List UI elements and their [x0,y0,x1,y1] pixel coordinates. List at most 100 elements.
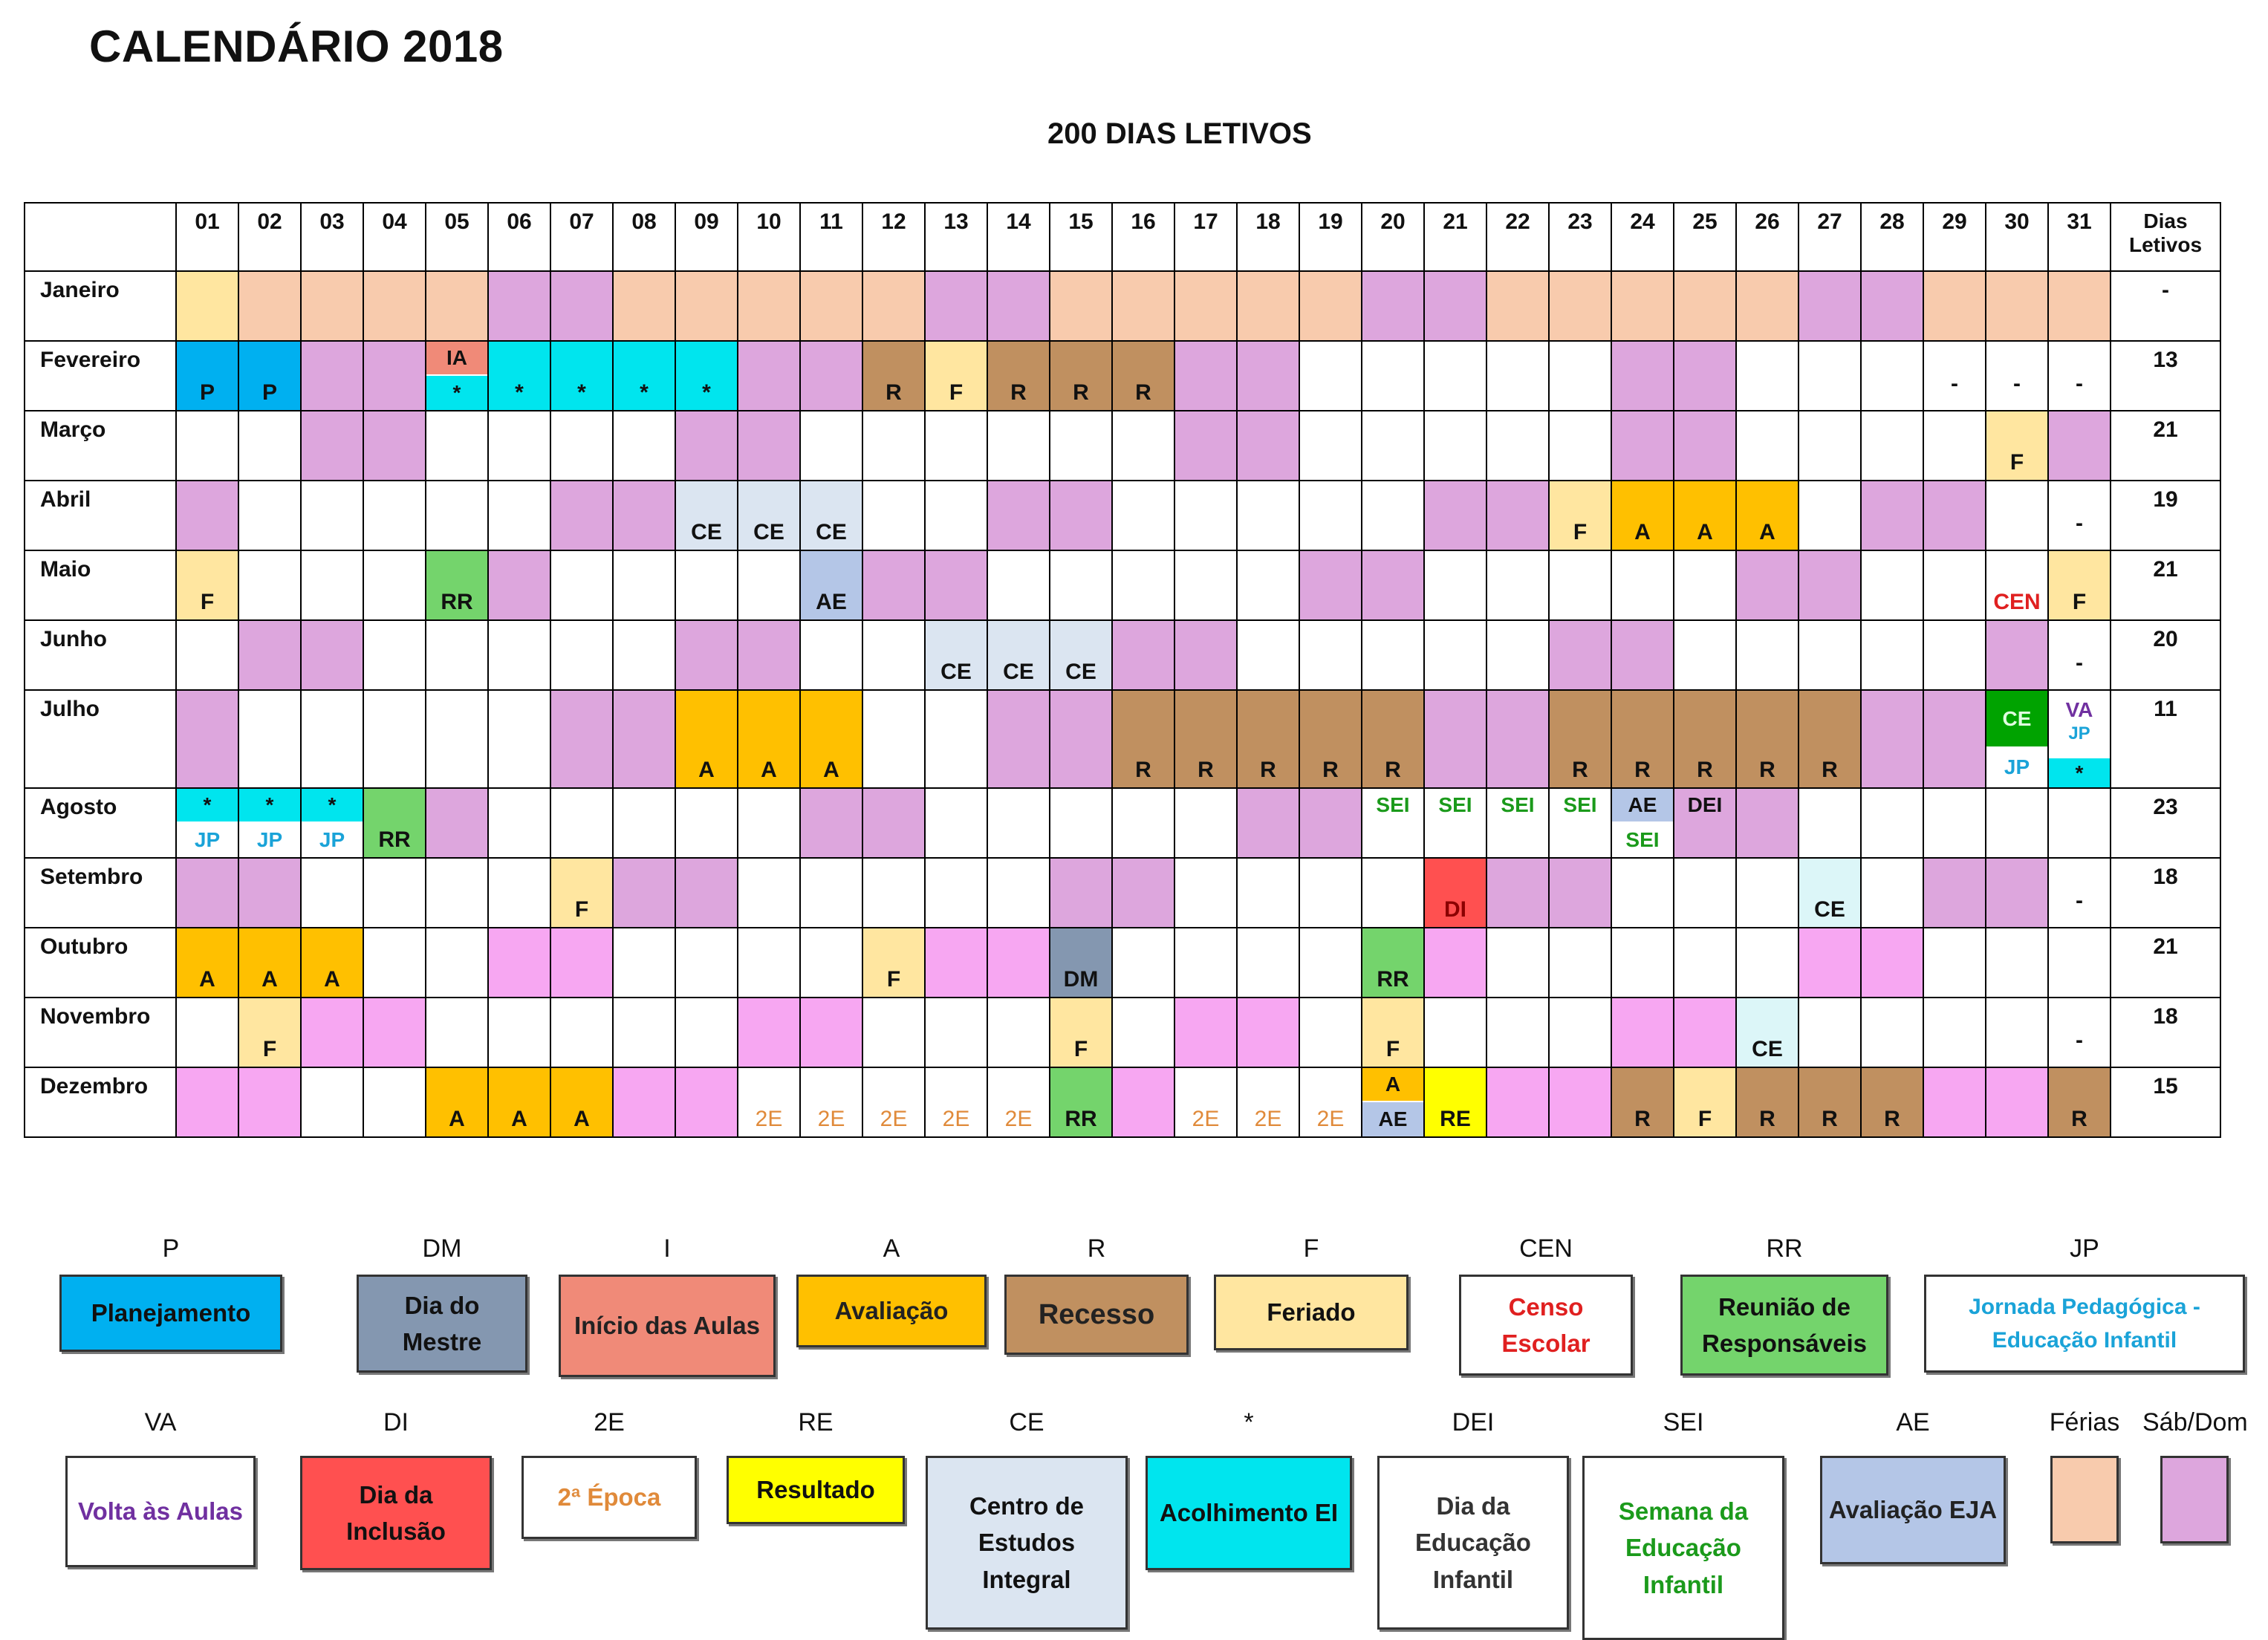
day-cell [1985,619,2049,691]
day-cell [175,1067,239,1138]
day-cell [425,857,489,928]
day-cell [612,689,676,789]
day-cell [1299,927,1362,998]
dias-letivos-value: - [2110,270,2221,342]
day-header-18: 18 [1236,202,1300,272]
day-cell [924,270,988,342]
day-cell [924,787,988,859]
cell-code: DI [1444,897,1466,922]
day-cell [1299,997,1362,1068]
day-cell [1735,927,1799,998]
day-cell [2047,270,2111,342]
day-cell [550,689,614,789]
day-cell [612,550,676,621]
day-cell [487,410,551,481]
legend-code-8: JP [2070,1234,2099,1263]
legend-box-8: Jornada Pedagógica - Educação Infantil [1924,1275,2245,1373]
day-cell [238,619,302,691]
cell-code: A [1697,520,1713,544]
month-row-março: Março F 21 [24,410,2221,481]
day-cell [862,550,926,621]
day-cell [1049,410,1113,481]
day-cell [1611,410,1674,481]
day-cell [1361,480,1425,551]
day-cell: AE [799,550,863,621]
day-cell [300,619,364,691]
day-header-14: 14 [987,202,1050,272]
day-cell [799,927,863,998]
day-cell [2047,787,2111,859]
cell-code: 2E [1254,1107,1282,1131]
day-header-16: 16 [1111,202,1175,272]
day-cell [1798,927,1862,998]
cell-code-ae: AE [1362,1102,1423,1136]
day-cell: CE [1049,619,1113,691]
day-cell: A [300,927,364,998]
legend-code-18: Férias [2049,1408,2120,1436]
day-cell [550,619,614,691]
month-row-agosto: Agosto * JP * JP * JP RR SEI SEI SEI SEI AE SEI DEI 23 [24,787,2221,859]
day-cell [1174,270,1238,342]
day-cell [1611,550,1674,621]
day-cell [175,689,239,789]
day-cell: R [1860,1067,1924,1138]
day-cell [1611,340,1674,411]
day-cell [1236,340,1300,411]
day-cell: - [2047,480,2111,551]
day-cell: CEN [1985,550,2049,621]
day-cell [1236,997,1300,1068]
day-cell [300,550,364,621]
day-cell [1548,1067,1612,1138]
day-cell: F [1673,1067,1737,1138]
dias-letivos-value: 15 [2110,1067,2221,1138]
day-cell: P [175,340,239,411]
day-cell: R [1361,689,1425,789]
day-cell: F [1985,410,2049,481]
dias-letivos-value: 23 [2110,787,2221,859]
day-cell [487,997,551,1068]
cell-code: 2E [1192,1107,1220,1131]
day-cell [1299,410,1362,481]
month-name: Janeiro [24,270,177,342]
day-cell [1486,480,1550,551]
day-cell [987,689,1050,789]
day-cell [487,857,551,928]
day-cell [1486,270,1550,342]
day-cell [1423,689,1487,789]
day-cell [363,340,426,411]
day-cell [550,410,614,481]
day-cell [612,480,676,551]
day-cell [1923,997,1986,1068]
day-header-25: 25 [1673,202,1737,272]
cell-code: CE [753,520,784,544]
cell-code-ceg: CE [1986,691,2047,747]
day-cell: R [1111,340,1175,411]
day-cell: 2E [1174,1067,1238,1138]
cell-code-sei: SEI [1625,828,1660,851]
day-cell: R [1236,689,1300,789]
day-cell [737,997,801,1068]
day-cell [987,480,1050,551]
day-header-15: 15 [1049,202,1113,272]
day-cell: R [2047,1067,2111,1138]
legend-code-16: SEI [1663,1408,1704,1436]
day-cell [1361,340,1425,411]
cell-code-sei: SEI [1501,793,1535,817]
day-cell [799,410,863,481]
day-cell [1174,997,1238,1068]
day-cell: F [1049,997,1113,1068]
day-cell: A AE [1361,1067,1425,1138]
month-name: Abril [24,480,177,551]
day-cell [862,997,926,1068]
day-cell [487,787,551,859]
day-cell: A [675,689,738,789]
day-cell [737,787,801,859]
day-cell [1798,340,1862,411]
day-cell [1423,550,1487,621]
day-cell [1361,410,1425,481]
day-cell [1798,997,1862,1068]
day-cell [425,410,489,481]
day-cell [550,787,614,859]
day-cell [1174,340,1238,411]
day-cell [737,340,801,411]
